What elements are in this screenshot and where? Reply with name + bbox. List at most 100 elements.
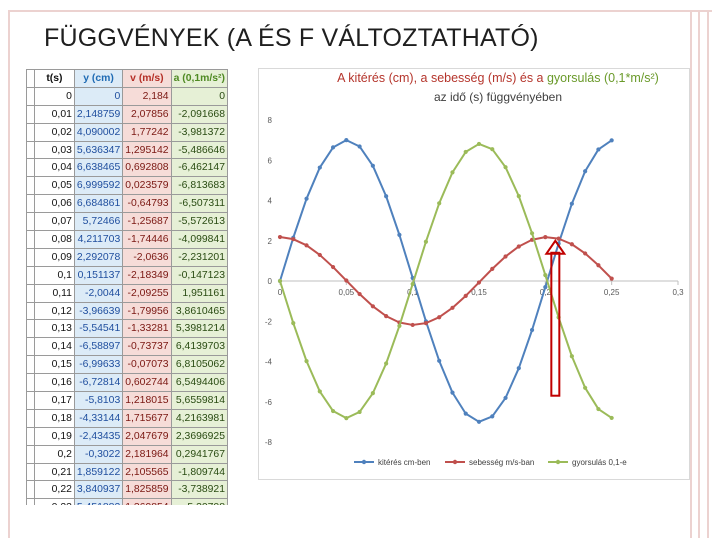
- data-point: [569, 242, 574, 247]
- table-cell: 0: [73, 86, 124, 106]
- table-cell: 0,08: [33, 230, 75, 249]
- legend-label-2: gyorsulás 0,1-e: [572, 458, 627, 467]
- table-cell: 0,15: [33, 355, 75, 375]
- table-row: 0,14 -6,58897 -0,73737 6,4139703: [26, 337, 228, 357]
- data-point: [543, 234, 548, 240]
- data-point: [490, 147, 495, 152]
- table-cell: -6,813683: [170, 176, 228, 196]
- table-cell: 0,14: [33, 337, 75, 357]
- data-point: [476, 419, 482, 424]
- table-row: 0,16 -6,72814 0,602744 6,5494406: [26, 373, 228, 393]
- row-marker: [26, 426, 35, 446]
- table-cell: -4,099841: [170, 230, 228, 249]
- data-point: [609, 138, 614, 143]
- table-cell: 1,859122: [73, 462, 124, 482]
- table-cell: -0,64793: [122, 194, 172, 214]
- x-tick-label: 0,15: [471, 288, 487, 297]
- table-cell: 0: [33, 86, 75, 106]
- table-row: 0,08 4,211703 -1,74446 -4,099841: [26, 230, 228, 249]
- row-marker: [26, 212, 35, 232]
- table-row: 0,17 -5,8103 1,218015 5,6559814: [26, 391, 228, 410]
- slide-border-top: [8, 10, 712, 12]
- row-marker: [26, 373, 35, 393]
- table-cell: -5,54541: [73, 319, 124, 339]
- data-point: [384, 194, 389, 199]
- x-tick-label: 0,05: [339, 288, 355, 297]
- table-cell: 6,8105062: [170, 355, 228, 375]
- data-point: [596, 147, 601, 152]
- table-cell: 4,090002: [73, 122, 124, 142]
- legend-label-0: kitérés cm-ben: [378, 458, 430, 467]
- data-point: [437, 315, 442, 320]
- row-marker: [26, 319, 35, 339]
- table-cell: 0,12: [33, 301, 75, 321]
- table-cell: -5,486646: [170, 140, 228, 160]
- table-cell: 6,5494406: [170, 373, 228, 393]
- x-tick-label: 0,1: [407, 288, 419, 297]
- data-point: [370, 391, 375, 396]
- table-cell: 0,07: [33, 212, 75, 232]
- data-point: [569, 201, 574, 206]
- table-cell: 0,06: [33, 194, 75, 214]
- row-marker: [26, 301, 35, 321]
- y-tick-label: 0: [268, 277, 273, 286]
- table-cell: 0,023579: [122, 176, 172, 196]
- table-cell: -5,572613: [170, 212, 228, 232]
- table-row: 0,12 -3,96639 -1,79956 3,8610465: [26, 301, 228, 321]
- row-marker: [26, 247, 35, 267]
- table-header-row: t(s) y (cm) v (m/s) a (0,1m/s²): [26, 69, 228, 88]
- data-point: [463, 293, 468, 298]
- table-cell: -3,96639: [73, 301, 124, 321]
- table-row: 0,15 -6,99633 -0,07073 6,8105062: [26, 355, 228, 375]
- table-cell: 0,02: [33, 122, 75, 142]
- table-cell: -0,07073: [122, 355, 172, 375]
- table-cell: 0,01: [33, 104, 75, 124]
- data-point: [503, 254, 508, 259]
- chart-subtitle: az idő (s) függvényében: [434, 90, 562, 104]
- table-cell: -1,809744: [170, 462, 228, 482]
- table-cell: -2,43435: [73, 426, 124, 446]
- data-point: [423, 321, 429, 326]
- table-cell: 0,2941767: [170, 444, 228, 464]
- data-table: t(s) y (cm) v (m/s) a (0,1m/s²) 0 0 2,184 0 0,01…: [26, 69, 228, 505]
- legend-label-1: sebesség m/s-ban: [469, 458, 534, 467]
- table-cell: 2,292078: [73, 247, 124, 267]
- table-cell: 1,295142: [122, 140, 172, 160]
- table-cell: 5,6559814: [170, 391, 228, 410]
- y-tick-label: -8: [265, 438, 273, 447]
- table-header-cell: t(s): [33, 69, 75, 88]
- table-cell: -6,507311: [170, 194, 228, 214]
- table-cell: 6,684861: [73, 194, 124, 214]
- y-tick-label: 6: [268, 156, 273, 165]
- data-point: [330, 264, 336, 270]
- data-point: [370, 304, 375, 309]
- table-cell: 0,13: [33, 319, 75, 339]
- data-point: [357, 144, 362, 149]
- data-point: [344, 138, 349, 143]
- data-point: [357, 291, 362, 297]
- table-cell: 0,03: [33, 140, 75, 160]
- slide-border-right-3: [707, 10, 709, 538]
- slide-border-right-1: [690, 10, 692, 538]
- data-point: [543, 284, 548, 290]
- table-cell: -5,30708: [170, 498, 228, 505]
- data-table-panel: t(s) y (cm) v (m/s) a (0,1m/s²) 0 0 2,184 0 0,01…: [26, 69, 228, 505]
- y-tick-label: 4: [268, 197, 273, 206]
- table-cell: -2,231201: [170, 247, 228, 267]
- table-cell: 0,2: [33, 444, 75, 464]
- data-point: [317, 389, 322, 394]
- table-cell: 0,16: [33, 373, 75, 393]
- table-cell: 0,18: [33, 408, 75, 428]
- table-cell: -2,18349: [122, 265, 172, 285]
- data-point: [410, 281, 415, 287]
- data-point: [317, 252, 322, 258]
- data-point: [450, 390, 455, 395]
- table-cell: 0: [170, 86, 228, 106]
- row-marker: [26, 337, 35, 357]
- table-cell: 1,369854: [122, 498, 172, 505]
- table-cell: 0,21: [33, 462, 75, 482]
- table-cell: -6,99633: [73, 355, 124, 375]
- table-cell: 0,602744: [122, 373, 172, 393]
- y-tick-label: 2: [268, 237, 273, 246]
- data-point: [583, 169, 588, 174]
